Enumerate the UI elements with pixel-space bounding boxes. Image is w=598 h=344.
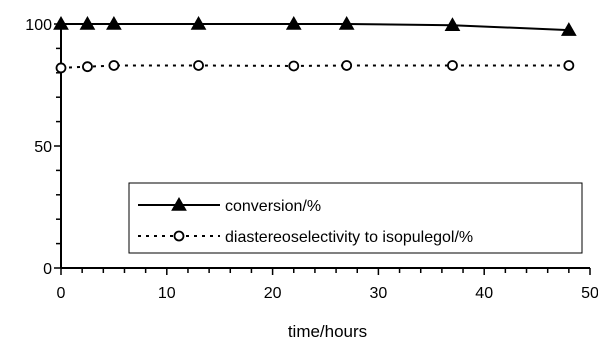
legend: conversion/% diastereoselectivity to isop…	[128, 182, 583, 254]
legend-entry: conversion/%	[138, 196, 321, 215]
data-point	[285, 15, 302, 30]
series-layer	[53, 15, 577, 74]
x-tick-label: 0	[57, 285, 66, 302]
data-point	[79, 15, 96, 30]
legend-entry: diastereoselectivity to isopulegol/%	[138, 229, 473, 246]
data-point	[106, 15, 122, 30]
x-tick-label: 30	[370, 285, 388, 302]
y-tick-label: 50	[34, 139, 52, 156]
x-tick-label: 20	[264, 285, 282, 302]
minor-ticks	[54, 23, 591, 275]
legend-box	[128, 182, 583, 254]
data-point	[560, 22, 577, 36]
series-line	[60, 64, 569, 69]
series-conversion	[53, 15, 577, 36]
x-axis-title: time/hours	[288, 322, 367, 341]
legend-marker	[173, 230, 185, 242]
data-point	[338, 15, 355, 30]
data-point	[82, 61, 93, 73]
tick-labels: 0 50 100 0 10 20 30 40 50	[25, 17, 598, 302]
data-point	[288, 60, 300, 72]
data-point	[563, 60, 575, 71]
data-point	[190, 15, 207, 30]
data-point	[108, 60, 120, 71]
x-tick-label: 40	[475, 285, 493, 302]
series-diastereoselectivity	[55, 60, 575, 74]
legend-marker	[171, 196, 187, 211]
x-tick-label: 50	[581, 285, 598, 302]
data-point	[341, 60, 353, 71]
legend-label: conversion/%	[225, 198, 321, 215]
series-line	[61, 23, 569, 32]
data-point	[55, 62, 67, 74]
y-tick-label: 0	[43, 261, 52, 278]
data-point	[447, 60, 458, 71]
y-tick-label: 100	[25, 17, 52, 34]
data-point	[193, 60, 204, 71]
legend-label: diastereoselectivity to isopulegol/%	[225, 229, 473, 246]
data-point	[53, 15, 69, 30]
data-point	[444, 17, 461, 31]
x-tick-label: 10	[158, 285, 176, 302]
